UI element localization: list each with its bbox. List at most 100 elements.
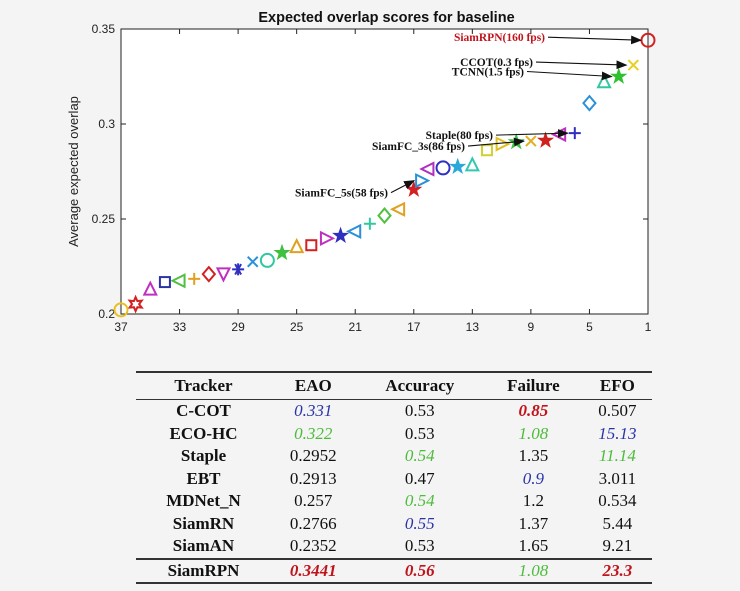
table-cell: 1.37	[518, 513, 549, 533]
table-cell: 0.331	[294, 401, 333, 421]
x-tick-label: 25	[290, 320, 304, 334]
tracker-name: C-COT	[176, 401, 231, 421]
table-cell: 3.011	[598, 468, 637, 488]
data-point	[449, 157, 467, 175]
table-cell: 1.35	[518, 446, 549, 466]
table-row: ECO-HC 0.322 0.53 1.08 15.13	[136, 423, 652, 446]
data-point	[305, 239, 318, 252]
y-tick-label: 0.25	[92, 212, 116, 226]
annotation-arrow	[547, 35, 643, 45]
table-cell: 0.507	[598, 401, 637, 421]
data-point	[113, 302, 129, 318]
x-tick-label: 17	[407, 320, 421, 334]
annotation-arrow	[467, 137, 525, 147]
table-cell: 0.54	[404, 491, 435, 511]
annotation-arrow	[495, 128, 569, 138]
data-point	[158, 276, 171, 289]
data-point	[464, 156, 480, 172]
data-point	[568, 127, 581, 140]
data-point	[188, 272, 201, 285]
data-point	[273, 243, 291, 261]
data-point	[627, 59, 640, 71]
table-cell: 5.44	[602, 513, 633, 533]
table-cell: 0.53	[404, 536, 435, 556]
table-cell: 1.2	[522, 491, 544, 511]
annotation-arrow	[390, 180, 416, 194]
data-point	[232, 263, 245, 276]
data-point	[419, 161, 435, 177]
data-point	[247, 256, 259, 268]
table-cell: 0.2913	[289, 468, 337, 488]
tracker-name: Staple	[180, 446, 227, 466]
table-cell: 23.3	[602, 560, 633, 580]
column-header: Tracker	[174, 376, 233, 395]
data-point	[610, 67, 628, 84]
chart-title: Expected overlap scores for baseline	[258, 10, 514, 26]
data-point	[389, 201, 406, 217]
tracker-name: ECO-HC	[169, 423, 238, 443]
table-cell: 1.65	[518, 536, 549, 556]
data-point	[525, 135, 537, 147]
table-cell: 0.2352	[289, 536, 337, 556]
table-cell: 1.08	[518, 560, 549, 580]
data-point	[435, 160, 451, 176]
x-tick-label: 9	[528, 320, 535, 334]
annotation-label: SiamFC_3s(86 fps)	[372, 141, 465, 153]
y-tick-label: 0.35	[92, 22, 116, 36]
data-point	[480, 144, 493, 157]
data-point	[127, 294, 144, 314]
table-cell: 9.21	[602, 536, 633, 556]
data-point	[363, 217, 376, 230]
column-header: EFO	[599, 376, 635, 395]
tracker-name: EBT	[186, 468, 221, 488]
results-table: Tracker EAO Accuracy Failure EFO C-COT 0.331 0…	[136, 371, 652, 584]
table-cell: 0.53	[404, 401, 435, 421]
table-cell: 0.53	[404, 423, 435, 443]
table-row: MDNet_N 0.257 0.54 1.2 0.534	[136, 490, 652, 513]
data-point	[377, 207, 392, 225]
data-point	[596, 72, 612, 89]
column-header: EAO	[294, 376, 332, 395]
column-header: Failure	[507, 376, 560, 395]
x-tick-label: 13	[466, 320, 480, 334]
data-point	[415, 173, 431, 189]
table-cell: 0.55	[404, 513, 435, 533]
table-cell: 0.9	[522, 468, 544, 488]
x-tick-label: 1	[645, 320, 652, 334]
annotation-arrow	[535, 60, 628, 70]
x-tick-label: 21	[349, 320, 363, 334]
data-point	[319, 230, 336, 246]
table-cell: 0.47	[404, 468, 435, 488]
table-cell: 0.534	[598, 491, 637, 511]
data-point	[345, 223, 362, 239]
table-cell: 0.3441	[289, 560, 337, 580]
x-tick-label: 29	[231, 320, 245, 334]
x-tick-label: 37	[114, 320, 128, 334]
plot-area	[120, 28, 649, 315]
table-cell: 0.257	[294, 491, 333, 511]
annotation-arrow	[526, 70, 613, 81]
data-point	[332, 226, 350, 244]
table-row: SiamRN 0.2766 0.55 1.37 5.44	[136, 513, 652, 536]
data-point	[289, 237, 305, 254]
table-row: SiamRPN 0.3441 0.56 1.08 23.3	[136, 558, 652, 583]
table-cell: 0.2952	[289, 446, 337, 466]
data-point	[536, 131, 555, 148]
table-cell: 15.13	[598, 423, 637, 443]
annotation-label: Staple(80 fps)	[426, 130, 494, 142]
data-point	[215, 267, 232, 283]
tracker-name: SiamRPN	[167, 560, 240, 580]
data-point	[582, 94, 597, 112]
y-axis-label: Average expected overlap	[66, 96, 81, 247]
table-row: SiamAN 0.2352 0.53 1.65 9.21	[136, 535, 652, 559]
x-tick-label: 5	[586, 320, 593, 334]
tracker-name: MDNet_N	[166, 491, 241, 511]
x-tick-label: 33	[173, 320, 187, 334]
table-cell: 11.14	[598, 446, 636, 466]
y-tick-label: 0.3	[98, 117, 115, 131]
tracker-name: SiamAN	[172, 536, 235, 556]
table-cell: 0.2766	[289, 513, 337, 533]
table-cell: 0.322	[294, 423, 333, 443]
annotation-label: SiamRPN(160 fps)	[454, 32, 545, 44]
table-cell: 0.56	[404, 560, 435, 580]
